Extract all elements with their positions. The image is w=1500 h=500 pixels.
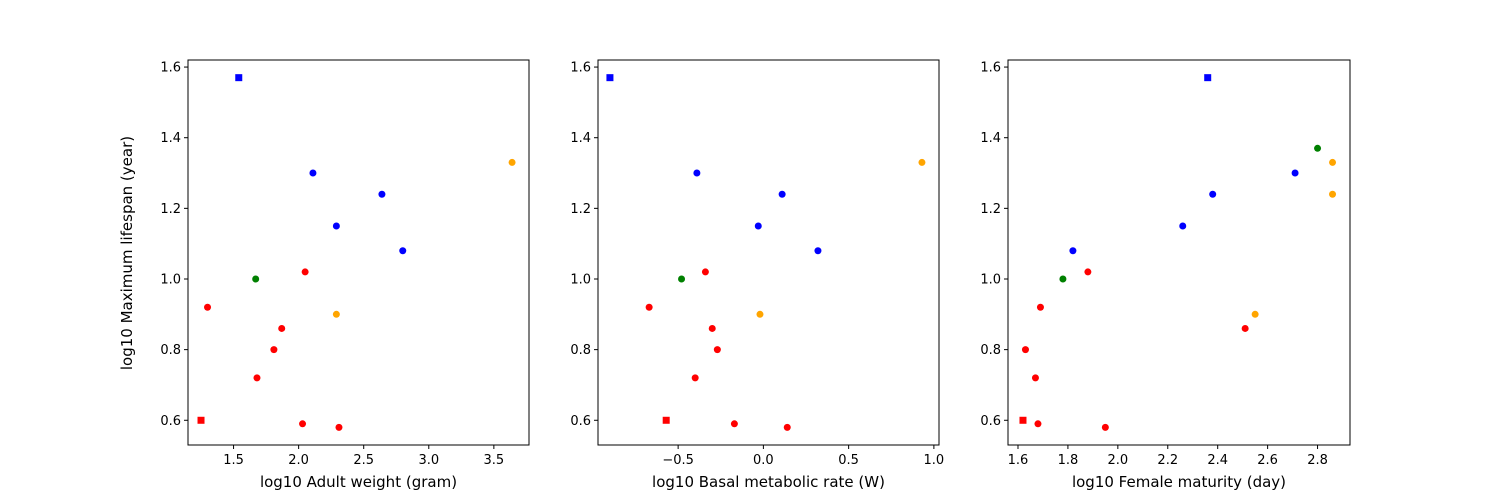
data-point <box>778 190 786 198</box>
plot-frame <box>187 59 530 446</box>
data-point <box>754 222 762 230</box>
x-tick-label: 1.5 <box>223 453 244 468</box>
data-point <box>399 247 407 255</box>
data-point <box>1329 158 1337 166</box>
data-point <box>1291 169 1299 177</box>
data-point <box>918 158 926 166</box>
data-point <box>332 222 340 230</box>
panel-2: −0.5 0.0 0.5 1.0 0.6 0.8 1.0 1.2 1.4 1.6 log10 Bas… <box>570 59 945 491</box>
data-point-square <box>662 416 670 424</box>
data-point <box>1021 346 1029 354</box>
data-point <box>713 346 721 354</box>
data-point <box>299 420 307 428</box>
y-tick-label: 1.0 <box>980 272 1001 287</box>
x-axis-label: log10 Basal metabolic rate (W) <box>652 473 885 491</box>
data-point-square <box>197 416 205 424</box>
x-tick-label: 2.8 <box>1307 453 1328 468</box>
y-tick-label: 0.6 <box>570 414 591 429</box>
data-point <box>1101 423 1109 431</box>
data-point <box>332 310 340 318</box>
y-tick-label: 0.6 <box>980 414 1001 429</box>
data-point <box>814 247 822 255</box>
y-tick-label: 1.4 <box>570 131 591 146</box>
x-tick-label: 3.5 <box>484 453 505 468</box>
x-tick-label: 0.0 <box>753 453 774 468</box>
data-point-square <box>1204 74 1212 82</box>
data-point <box>693 169 701 177</box>
data-point-square <box>1019 416 1027 424</box>
panels: 1.5 2.0 2.5 3.0 3.5 0.6 0.8 1.0 1.2 1.4 1.6 log10 A… <box>160 59 1351 491</box>
y-tick-label: 1.2 <box>980 202 1001 217</box>
data-point <box>691 374 699 382</box>
x-tick-label: 1.6 <box>1008 453 1029 468</box>
data-point <box>252 275 260 283</box>
x-tick-label: 2.2 <box>1157 453 1178 468</box>
y-tick-label: 0.6 <box>160 414 181 429</box>
data-point <box>1084 268 1092 276</box>
x-tick-label: 1.0 <box>924 453 945 468</box>
data-point <box>701 268 709 276</box>
data-point <box>1031 374 1039 382</box>
y-tick-label: 0.8 <box>980 343 1001 358</box>
data-point <box>309 169 317 177</box>
x-tick-label: 1.8 <box>1058 453 1079 468</box>
plot-frame <box>1007 59 1351 446</box>
data-point <box>1209 190 1217 198</box>
y-tick-label: 1.2 <box>570 202 591 217</box>
data-point <box>270 346 278 354</box>
y-tick-label: 1.6 <box>570 61 591 76</box>
data-point <box>1036 303 1044 311</box>
y-tick-label: 1.6 <box>980 61 1001 76</box>
x-tick-label: 0.5 <box>838 453 859 468</box>
data-point <box>1034 420 1042 428</box>
x-tick-label: 2.0 <box>288 453 309 468</box>
data-point <box>645 303 653 311</box>
y-tick-label: 0.8 <box>160 343 181 358</box>
data-point <box>204 303 212 311</box>
x-tick-label: 2.5 <box>353 453 374 468</box>
y-tick-label: 1.6 <box>160 61 181 76</box>
data-point <box>783 423 791 431</box>
x-tick-label: 2.4 <box>1207 453 1228 468</box>
y-tick-label: 1.4 <box>160 131 181 146</box>
data-point <box>730 420 738 428</box>
data-point-square <box>235 74 243 82</box>
data-point <box>1241 324 1249 332</box>
x-axis-label: log10 Adult weight (gram) <box>260 473 457 491</box>
plot-frame <box>597 59 940 446</box>
figure-ylabel: log10 Maximum lifespan (year) <box>118 136 136 370</box>
data-point <box>708 324 716 332</box>
y-tick-label: 0.8 <box>570 343 591 358</box>
x-tick-label: 2.0 <box>1107 453 1128 468</box>
data-point <box>378 190 386 198</box>
y-tick-label: 1.4 <box>980 131 1001 146</box>
data-point <box>508 158 516 166</box>
data-point <box>253 374 261 382</box>
data-point <box>301 268 309 276</box>
data-point <box>1059 275 1067 283</box>
panel-1: 1.5 2.0 2.5 3.0 3.5 0.6 0.8 1.0 1.2 1.4 1.6 log10 A… <box>160 59 530 491</box>
x-tick-label: 3.0 <box>418 453 439 468</box>
data-point-square <box>606 74 614 82</box>
data-point <box>1314 144 1322 152</box>
x-axis-label: log10 Female maturity (day) <box>1072 473 1286 491</box>
data-point <box>756 310 764 318</box>
data-point <box>278 324 286 332</box>
x-tick-label: 2.6 <box>1257 453 1278 468</box>
data-point <box>678 275 686 283</box>
data-point <box>1329 190 1337 198</box>
data-point <box>335 423 343 431</box>
x-tick-label: −0.5 <box>662 453 694 468</box>
y-tick-label: 1.0 <box>160 272 181 287</box>
y-tick-label: 1.0 <box>570 272 591 287</box>
panel-3: 1.6 1.8 2.0 2.2 2.4 2.6 2.8 0.6 0.8 1.0 1.2 1.4 1.6 l… <box>980 59 1351 491</box>
data-point <box>1179 222 1187 230</box>
data-point <box>1069 247 1077 255</box>
y-tick-label: 1.2 <box>160 202 181 217</box>
data-point <box>1251 310 1259 318</box>
